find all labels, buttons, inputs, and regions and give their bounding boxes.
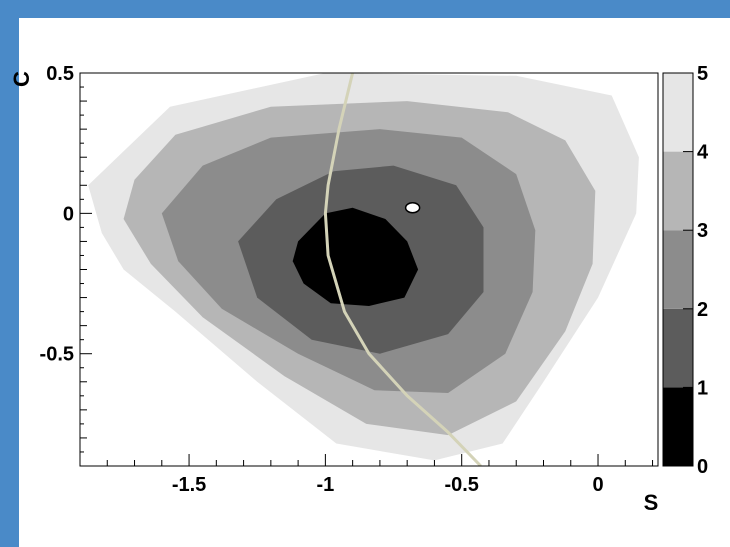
colorbar-segment-0-1 (663, 387, 693, 466)
solution-curve (323, 73, 482, 466)
y-tick-label: 0.5 (46, 63, 74, 85)
frame-left-border (0, 0, 19, 547)
colorbar-segment-2-3 (663, 230, 693, 309)
y-axis-label: C (9, 71, 34, 87)
curve-layer (323, 73, 482, 466)
y-axis-ticks: 0.5 0 -0.5 (40, 63, 92, 467)
x-tick-label: -1.5 (172, 474, 206, 496)
colorbar-frame (662, 72, 694, 467)
colorbar-tick-label: 5 (697, 63, 708, 85)
colorbar-tick-label: 4 (697, 142, 709, 164)
x-tick-label: -0.5 (444, 474, 478, 496)
colorbar-tick-label: 1 (697, 377, 708, 399)
x-tick-label: 0 (592, 474, 603, 496)
x-axis-ticks: -1.5 -1 -0.5 0 (79, 454, 654, 496)
marker-layer (404, 201, 421, 214)
colorbar-tick-label: 2 (697, 299, 708, 321)
x-axis-label: S (644, 490, 659, 515)
best-fit-marker (404, 201, 421, 214)
colorbar-segment-3-4 (663, 151, 693, 231)
frame-top-border (0, 0, 730, 18)
colorbar-tick-label: 3 (697, 220, 708, 242)
contour-band-0-1 (292, 207, 419, 306)
colorbar-segment-1-2 (663, 308, 693, 388)
colorbar-segment-4-5 (663, 73, 693, 152)
y-tick-label: 0 (63, 203, 74, 225)
colorbar-tick-label: 0 (697, 456, 708, 478)
colorbar: 0 1 2 3 4 5 (662, 63, 709, 478)
y-tick-label: -0.5 (40, 344, 74, 366)
x-tick-label: -1 (316, 474, 334, 496)
contour-bands (88, 73, 639, 461)
